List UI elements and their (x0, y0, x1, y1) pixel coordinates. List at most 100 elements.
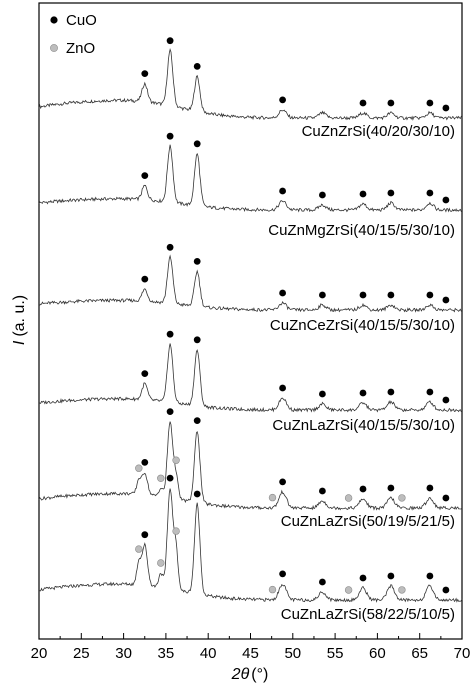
x-tick-label-60: 60 (369, 645, 386, 662)
x-axis-unit: (°) (251, 666, 268, 683)
cuo-marker-2-9 (442, 196, 450, 204)
cuo-marker-1-2 (166, 37, 174, 45)
cuo-marker-5-6 (359, 485, 367, 493)
cuo-marker-3-1 (141, 275, 149, 283)
cuo-marker-4-4 (279, 384, 286, 392)
x-tick-label-55: 55 (327, 645, 344, 662)
cuo-marker-1-6 (387, 99, 395, 107)
cuo-marker-6-3 (193, 490, 201, 498)
legend-zno-marker (50, 44, 58, 52)
series-line-1 (38, 48, 463, 121)
cuo-marker-1-8 (442, 104, 450, 112)
x-tick-label-30: 30 (115, 645, 132, 662)
zno-marker-6-4 (268, 585, 277, 594)
x-axis-ticks: 20 25 30 35 40 45 50 55 60 65 70 (31, 633, 471, 662)
zno-marker-5-2 (157, 474, 165, 482)
cuo-marker-3-2 (166, 243, 174, 251)
x-tick-label-35: 35 (158, 645, 175, 662)
cuo-marker-6-4 (279, 570, 286, 578)
series-line-3 (38, 254, 463, 313)
zno-marker-5-3 (172, 456, 180, 464)
zno-marker-5-4 (268, 493, 277, 502)
cuo-marker-3-4 (279, 289, 286, 297)
cuo-marker-3-5 (319, 291, 326, 299)
cuo-marker-2-4 (279, 187, 286, 195)
series-line-4 (38, 343, 463, 413)
cuo-marker-3-8 (426, 291, 434, 299)
series-label-6: CuZnLaZrSi(58/22/5/10/5) (281, 606, 455, 623)
cuo-marker-3-9 (442, 296, 450, 304)
cuo-marker-6-2 (166, 474, 174, 482)
cuo-marker-2-3 (193, 140, 201, 148)
cuo-marker-4-2 (166, 330, 174, 338)
x-tick-label-70: 70 (454, 645, 471, 662)
x-tick-label-45: 45 (242, 645, 259, 662)
cuo-marker-5-1 (141, 459, 149, 466)
y-axis-title: I (a. u.) (11, 295, 28, 345)
x-axis-symbol: 2θ (231, 666, 250, 683)
cuo-marker-5-5 (319, 487, 326, 495)
cuo-marker-5-9 (442, 494, 450, 502)
zno-marker-6-2 (157, 559, 165, 567)
series-line-5 (38, 421, 463, 511)
cuo-marker-2-1 (141, 172, 149, 180)
series-label-5: CuZnLaZrSi(50/19/5/21/5) (281, 513, 455, 530)
series-label-1: CuZnZrSi(40/20/30/10) (302, 123, 455, 140)
cuo-marker-6-7 (387, 572, 395, 580)
cuo-marker-6-1 (141, 531, 149, 539)
cuo-marker-4-3 (193, 336, 201, 344)
cuo-marker-1-4 (279, 96, 286, 104)
cuo-marker-4-9 (442, 396, 450, 404)
x-tick-label-20: 20 (31, 645, 48, 662)
cuo-marker-5-4 (279, 478, 286, 486)
cuo-marker-3-7 (387, 291, 395, 299)
zno-marker-5-6 (398, 494, 406, 502)
cuo-marker-3-3 (193, 258, 201, 265)
cuo-marker-1-5 (359, 99, 367, 107)
zno-marker-5-5 (344, 494, 353, 502)
cuo-marker-5-7 (387, 484, 395, 492)
cuo-marker-5-2 (166, 408, 174, 415)
series-line-6 (38, 488, 463, 603)
cuo-marker-6-8 (426, 572, 434, 580)
label-layer: CuZnZrSi(40/20/30/10) CuZnMgZrSi(40/15/5/… (268, 123, 455, 623)
cuo-marker-2-5 (319, 191, 326, 199)
x-tick-label-25: 25 (73, 645, 90, 662)
zno-marker-6-6 (398, 586, 406, 594)
zno-marker-6-1 (135, 545, 143, 553)
x-tick-label-50: 50 (284, 645, 301, 662)
series-layer (38, 48, 463, 603)
cuo-marker-2-8 (426, 189, 434, 197)
legend-cuo-label: CuO (66, 12, 97, 29)
x-tick-label-65: 65 (411, 645, 428, 662)
cuo-marker-6-6 (359, 574, 367, 582)
cuo-marker-4-7 (387, 388, 395, 396)
legend-zno-label: ZnO (66, 40, 95, 57)
cuo-marker-6-5 (319, 578, 326, 586)
cuo-marker-2-2 (166, 132, 174, 140)
zno-marker-6-5 (344, 586, 353, 594)
cuo-marker-5-8 (426, 484, 434, 492)
legend: CuO ZnO (50, 12, 97, 57)
x-axis-title: 2θ (°) (231, 666, 269, 683)
cuo-marker-4-5 (319, 390, 326, 398)
series-line-2 (38, 144, 463, 213)
cuo-marker-1-3 (193, 63, 201, 70)
cuo-marker-4-1 (141, 370, 149, 377)
cuo-marker-3-6 (359, 291, 367, 299)
marker-layer (135, 37, 450, 594)
y-axis-symbol: I (11, 340, 28, 345)
y-axis-unit: (a. u.) (11, 295, 28, 337)
cuo-marker-2-6 (359, 190, 367, 198)
legend-cuo-marker (50, 16, 58, 24)
series-label-3: CuZnCeZrSi(40/15/5/30/10) (270, 317, 455, 334)
cuo-marker-5-3 (193, 417, 201, 424)
series-label-4: CuZnLaZrSi(40/15/5/30/10) (272, 417, 455, 434)
cuo-marker-4-6 (359, 389, 367, 397)
zno-marker-6-3 (172, 527, 180, 535)
cuo-marker-2-7 (387, 189, 395, 197)
cuo-marker-6-9 (442, 586, 450, 594)
cuo-marker-4-8 (426, 388, 434, 396)
cuo-marker-1-1 (141, 70, 149, 77)
